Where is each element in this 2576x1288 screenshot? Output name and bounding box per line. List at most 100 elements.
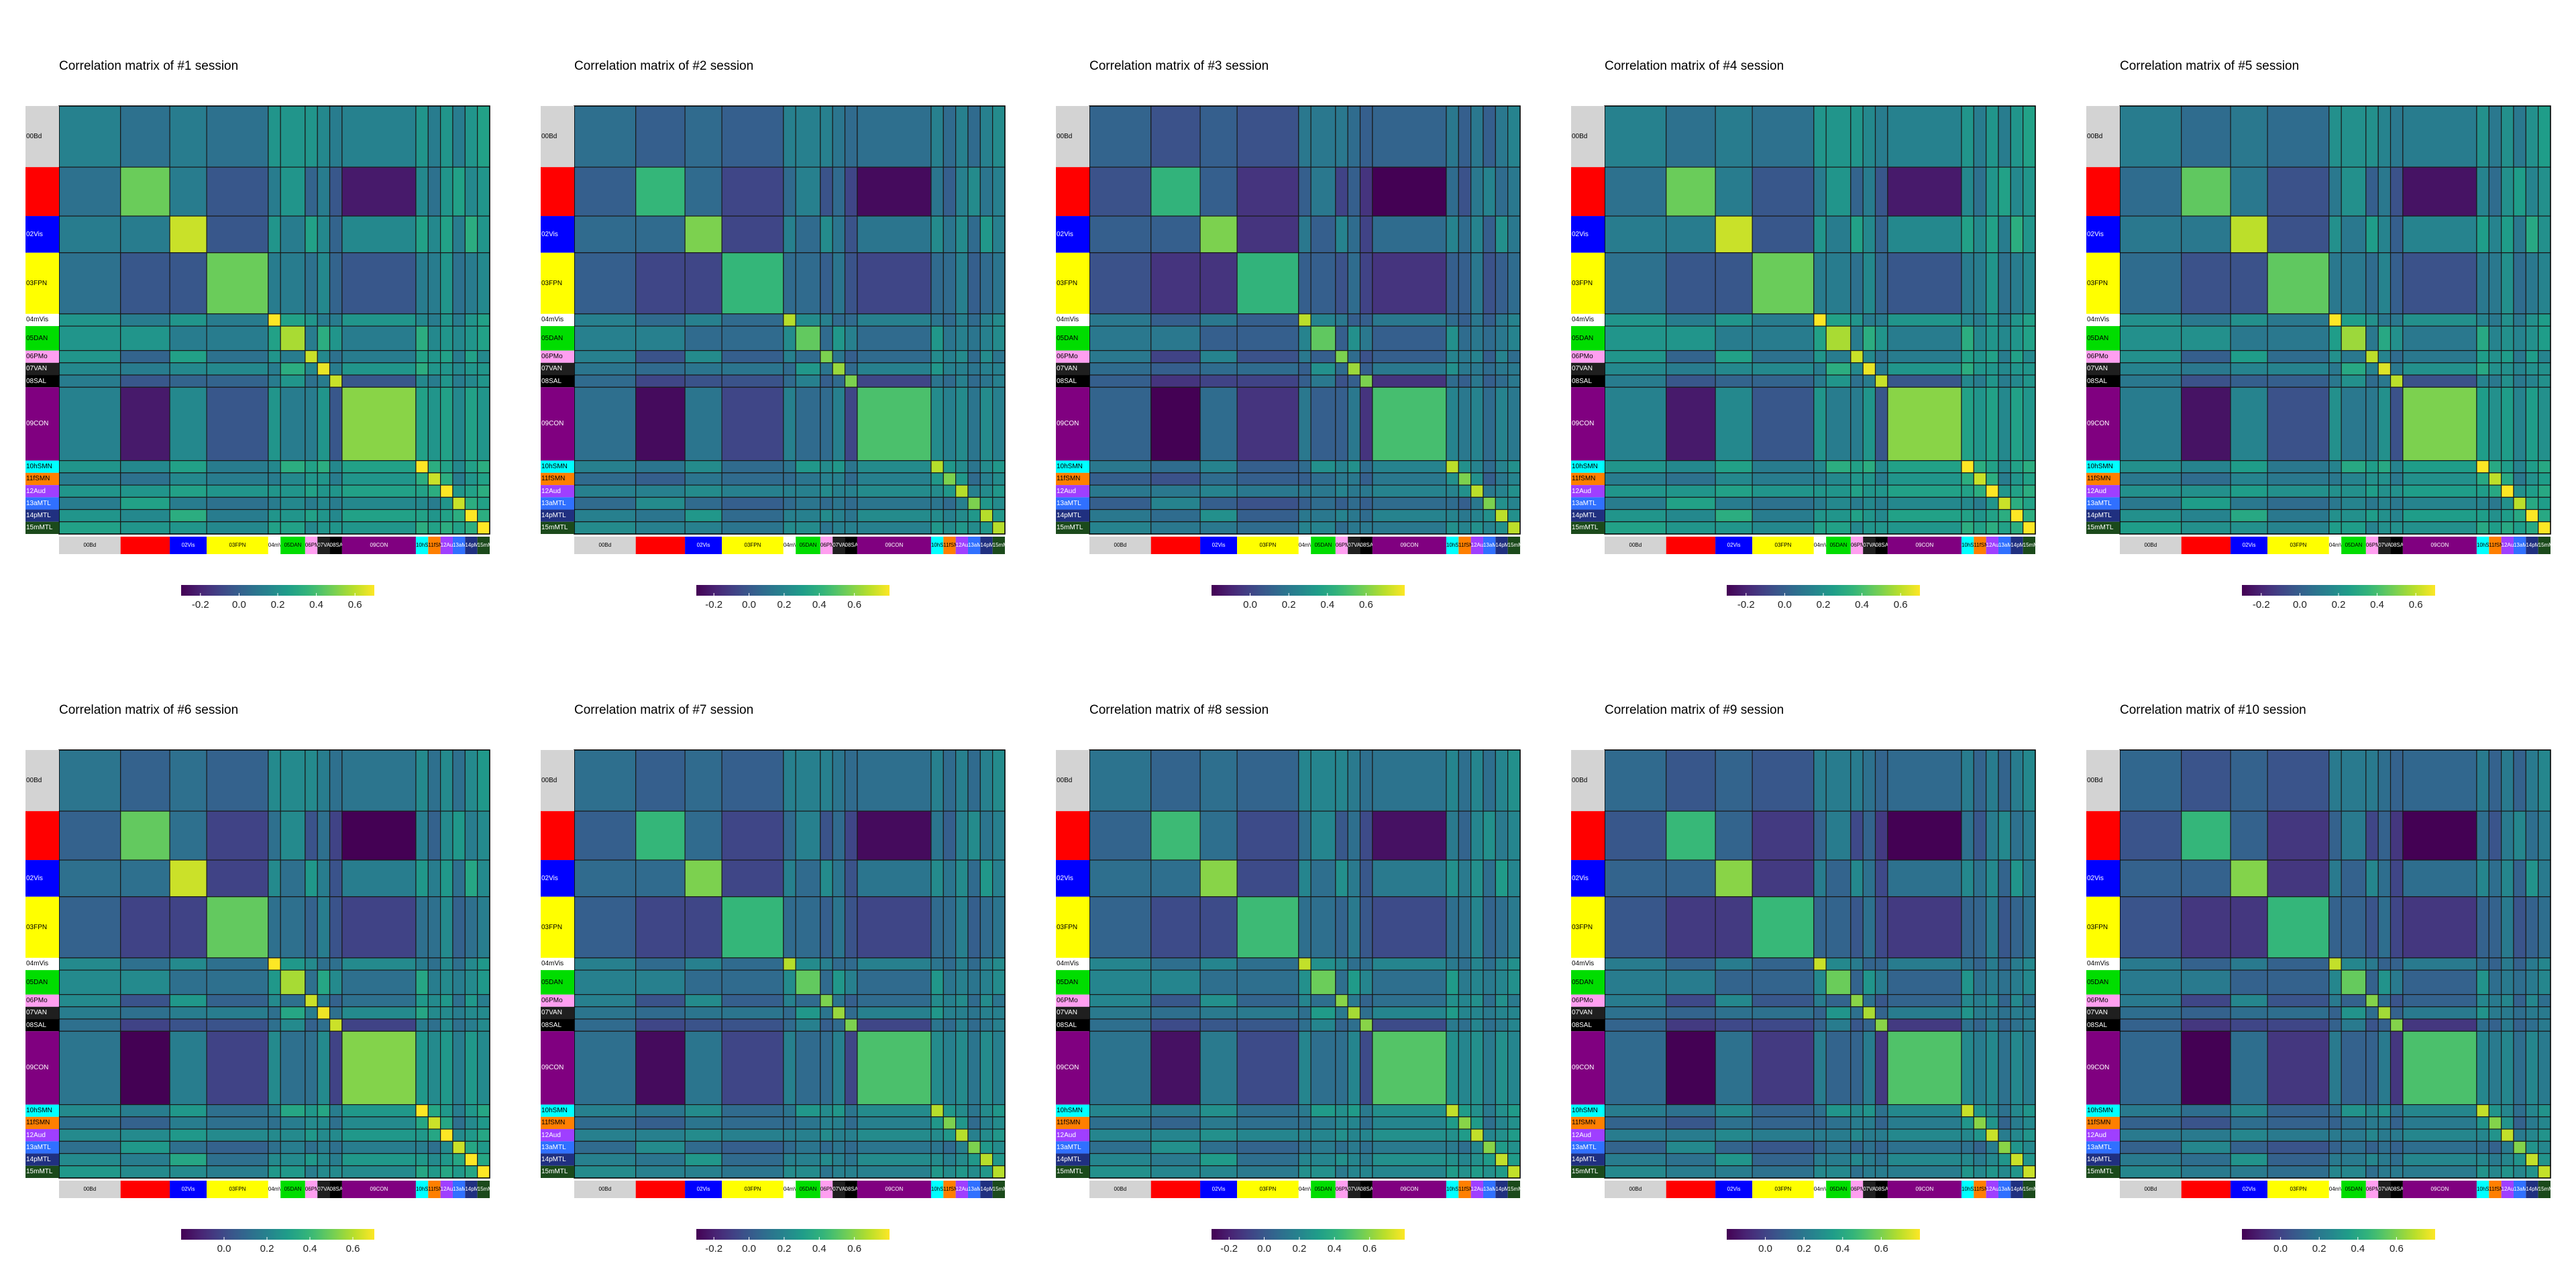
col-network-bar <box>1974 537 1986 554</box>
heatmap-cell <box>1850 460 1864 474</box>
heatmap-cell <box>1359 1018 1373 1032</box>
heatmap-cell <box>1874 460 1888 474</box>
heatmap-cell <box>1298 496 1311 511</box>
heatmap-cell <box>1483 472 1496 486</box>
heatmap-cell <box>1666 810 1716 861</box>
heatmap-cell <box>317 460 331 474</box>
heatmap-cell <box>1298 313 1311 327</box>
col-network-label: 15mMTL <box>477 542 490 548</box>
heatmap-cell <box>2341 325 2367 352</box>
heatmap-cell <box>440 508 453 523</box>
heatmap-cell <box>1446 166 1459 217</box>
col-network-label: 14pMTL <box>465 542 478 548</box>
heatmap-cell <box>1236 1104 1299 1118</box>
heatmap-cell <box>992 1165 1006 1179</box>
heatmap-cell <box>1458 1018 1472 1032</box>
col-network-label: 14pMTL <box>980 542 993 548</box>
heatmap-cell <box>2365 105 2379 168</box>
heatmap-cell <box>477 362 490 376</box>
row-network-label: 12Aud <box>26 487 46 495</box>
heatmap-cell <box>2513 350 2526 364</box>
heatmap-cell <box>992 460 1006 474</box>
heatmap-cell <box>120 957 170 971</box>
col-network-bar <box>685 537 722 554</box>
col-network-bar <box>1200 537 1238 554</box>
heatmap-cell <box>1666 994 1716 1008</box>
heatmap-cell <box>1483 810 1496 861</box>
row-network-label: 05DAN <box>2087 978 2109 986</box>
heatmap-cell <box>2513 105 2526 168</box>
heatmap-cell <box>2390 896 2404 959</box>
heatmap-cell <box>477 1116 490 1130</box>
heatmap-cell <box>464 1104 478 1118</box>
heatmap-cell <box>268 810 281 861</box>
col-network-bar <box>2476 537 2489 554</box>
heatmap-cell <box>1961 1104 1974 1118</box>
colorbar-tick-label: 0.6 <box>847 599 862 610</box>
heatmap-cell <box>1483 350 1496 364</box>
heatmap-cell <box>1973 1140 1987 1155</box>
heatmap-cell <box>1666 1006 1716 1020</box>
heatmap-cell <box>1310 1165 1336 1179</box>
heatmap-cell <box>1887 508 1962 523</box>
row-network-label: 13aMTL <box>1057 1143 1081 1151</box>
heatmap-cell <box>967 350 981 364</box>
heatmap-cell <box>967 484 981 498</box>
heatmap-cell <box>2365 1128 2379 1142</box>
heatmap-cell <box>2501 496 2514 511</box>
col-network-label: 00Bd <box>1629 1186 1642 1192</box>
heatmap-cell <box>955 896 969 959</box>
heatmap-cell <box>2488 1104 2502 1118</box>
heatmap-cell <box>1998 484 2011 498</box>
heatmap-cell <box>1310 1152 1336 1167</box>
heatmap-cell <box>1973 994 1987 1008</box>
heatmap-cell <box>857 362 932 376</box>
heatmap-cell <box>280 969 306 996</box>
heatmap-cell <box>857 1116 932 1130</box>
heatmap-cell <box>992 374 1006 388</box>
heatmap-cell <box>721 496 784 511</box>
heatmap-cell <box>2365 1116 2379 1130</box>
col-network-label: 10hSMN <box>930 1186 944 1192</box>
heatmap-cell <box>1495 386 1509 462</box>
heatmap-cell <box>2538 166 2551 217</box>
heatmap-cell <box>1874 1128 1888 1142</box>
heatmap-cell <box>2341 215 2367 254</box>
heatmap-cell <box>979 252 994 315</box>
heatmap-cell <box>1986 994 1999 1008</box>
heatmap-cell <box>280 1006 306 1020</box>
colorbar-tick-label: 0.4 <box>812 1243 826 1254</box>
col-network-label: 13aMTL <box>452 542 466 548</box>
heatmap-cell <box>2402 362 2477 376</box>
heatmap-cell <box>2267 969 2330 996</box>
heatmap-cell <box>280 810 306 861</box>
col-network-bar <box>2489 1181 2502 1198</box>
heatmap-cell <box>1850 1152 1864 1167</box>
heatmap-cell <box>1874 350 1888 364</box>
heatmap-cell <box>329 215 343 254</box>
heatmap-cell <box>832 859 846 898</box>
heatmap-cell <box>943 496 957 511</box>
heatmap-cell <box>979 460 994 474</box>
heatmap-cell <box>1495 1006 1509 1020</box>
heatmap-cell <box>1310 859 1336 898</box>
heatmap-cell <box>1458 1165 1472 1179</box>
heatmap-cell <box>795 1006 821 1020</box>
heatmap-cell <box>2119 1116 2182 1130</box>
heatmap-cell <box>1752 508 1815 523</box>
heatmap-cell <box>58 1165 121 1179</box>
heatmap-cell <box>2010 859 2024 898</box>
heatmap-cell <box>721 749 784 812</box>
row-network-bar <box>25 375 59 388</box>
heatmap-cell <box>415 325 429 352</box>
heatmap-cell <box>169 362 207 376</box>
heatmap-cell <box>1887 1018 1962 1032</box>
row-network-bar <box>2086 811 2120 861</box>
heatmap-cell <box>440 484 453 498</box>
row-network-label: 11fSMN <box>2087 1119 2111 1127</box>
col-network-bar <box>1458 1181 1471 1198</box>
heatmap-cell <box>452 810 466 861</box>
col-network-bar <box>2023 1181 2035 1198</box>
heatmap-cell <box>452 1152 466 1167</box>
heatmap-cell <box>783 810 796 861</box>
